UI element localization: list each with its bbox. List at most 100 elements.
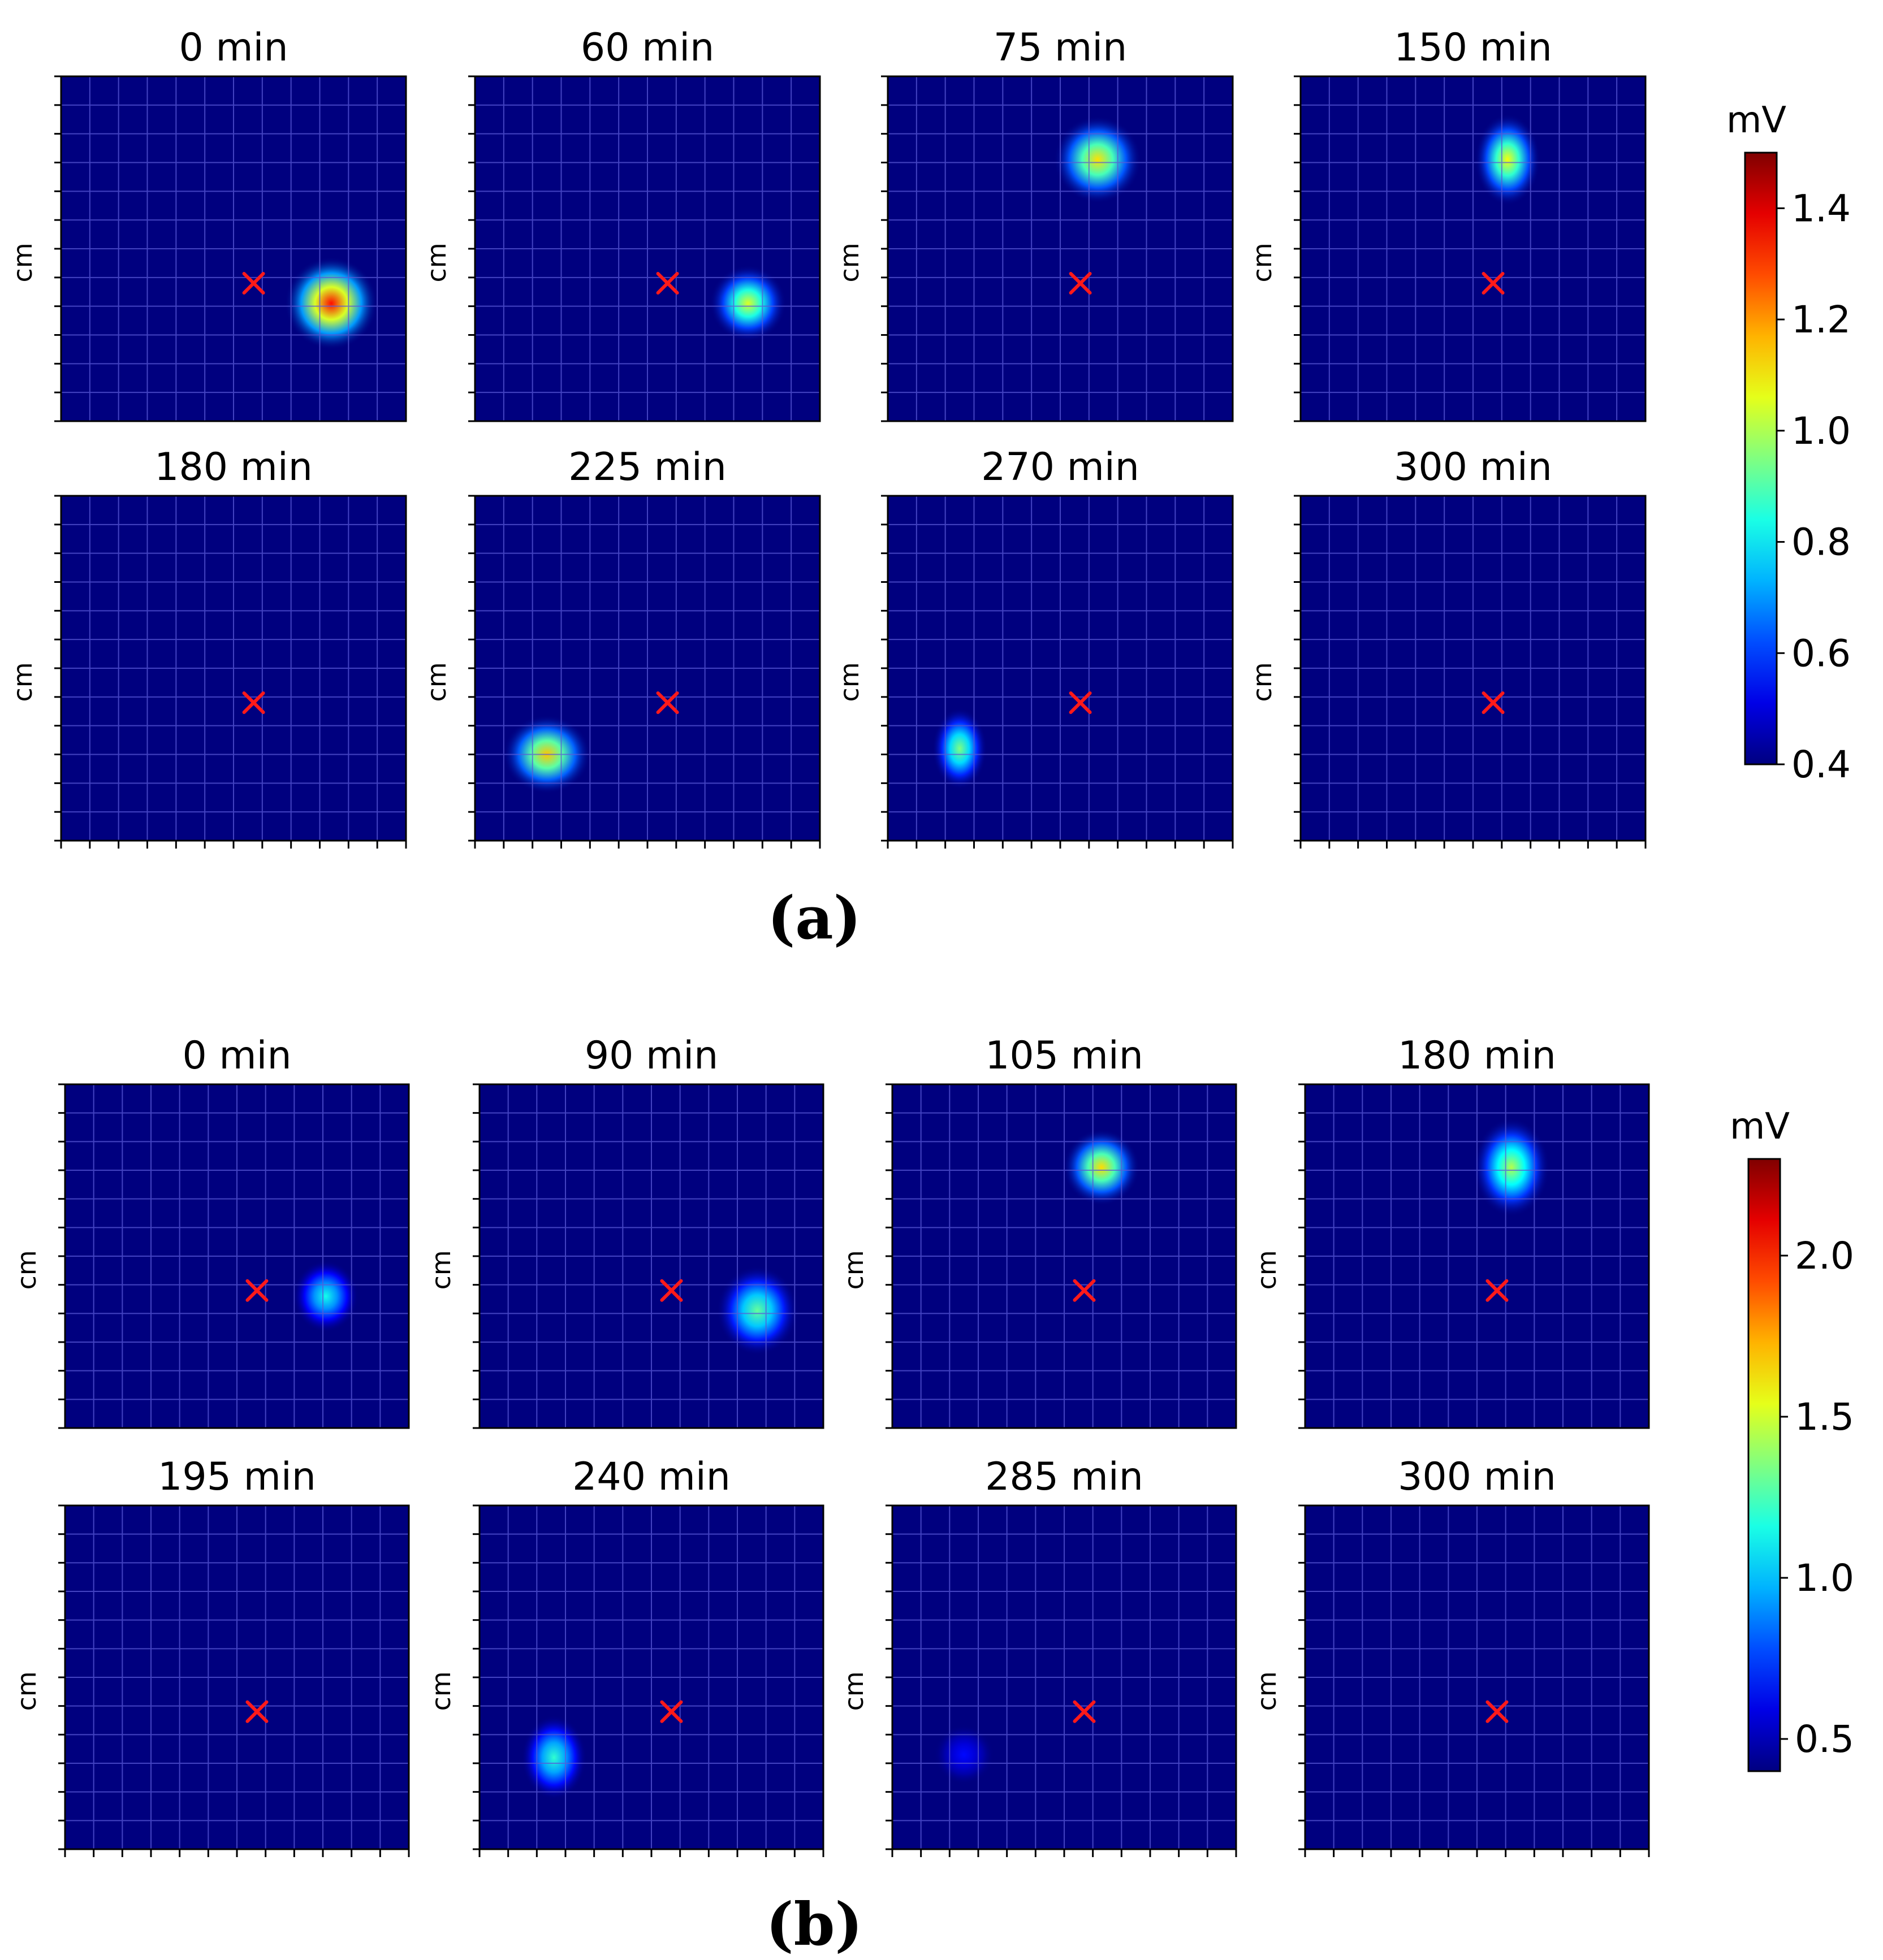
panel-a-4-ylabel: cm: [7, 662, 38, 702]
panel-b-4-title: 195 min: [158, 1455, 316, 1499]
panel-a-1-title: 60 min: [581, 25, 714, 70]
panel-b-0-ylabel: cm: [11, 1250, 42, 1290]
panel-a-1-marker: [656, 272, 679, 295]
panel-b-6-hotspot: [934, 1724, 994, 1785]
panel-a-2-grid: [888, 76, 1233, 421]
panel-b-0-grid: [65, 1084, 409, 1428]
panel-b-2-hotspot: [1063, 1129, 1140, 1206]
panel-b-6-ylabel: cm: [839, 1671, 869, 1711]
panel-b-2: 105 min cm: [839, 1033, 1237, 1429]
panel-a-3-title: 150 min: [1394, 25, 1552, 70]
panel-a-7: 300 min cm: [1247, 445, 1647, 849]
panel-a-0: 0 min cm: [7, 25, 407, 422]
colorbar-b-tick-label: 2.0: [1795, 1234, 1854, 1278]
panel-b-1: 90 min cm: [426, 1033, 824, 1429]
colorbar-a-unit: mV: [1726, 99, 1786, 141]
panel-b-5-marker: [660, 1700, 683, 1723]
panel-b-5-grid: [480, 1505, 823, 1849]
panel-a-3: 150 min cm: [1247, 25, 1647, 422]
panel-b-3-ticks: [1298, 1083, 1305, 1429]
panel-a-2-hotspot: [1053, 116, 1142, 204]
panel-a-2-ylabel: cm: [834, 243, 865, 282]
subfigure-label-a: (a): [767, 883, 861, 953]
panel-b-4-ylabel: cm: [11, 1671, 42, 1711]
panel-b-6-marker: [1073, 1700, 1096, 1723]
panel-a-7-grid: [1301, 496, 1646, 841]
panel-a-1-hotspot: [710, 265, 787, 342]
panel-b-1-title: 90 min: [585, 1033, 718, 1078]
panel-a-0-title: 0 min: [179, 25, 288, 70]
panel-b-0-ticks: [58, 1083, 65, 1429]
panel-b-7-title: 300 min: [1398, 1455, 1556, 1499]
panel-b-6: 285 min cm: [839, 1455, 1237, 1857]
panel-b-4-grid: [65, 1505, 409, 1849]
panel-a-5-title: 225 min: [568, 445, 727, 490]
colorbar-a-bar: [1744, 152, 1778, 765]
panel-b-1-ticks: [473, 1083, 480, 1429]
panel-a-3-grid: [1301, 76, 1646, 421]
colorbar-b-tick-label: 1.0: [1795, 1556, 1854, 1600]
panel-a-0-marker: [242, 272, 265, 295]
panel-b-7-marker: [1485, 1700, 1509, 1723]
panel-b-5: 240 min cm: [426, 1455, 824, 1857]
colorbar-a-tick-label: 0.4: [1791, 743, 1851, 786]
panel-a-6-title: 270 min: [981, 445, 1139, 490]
panel-b-4-marker: [245, 1700, 269, 1723]
colorbar-b-tick-label: 1.5: [1795, 1395, 1854, 1439]
colorbar-b-tick-label: 0.5: [1795, 1717, 1854, 1761]
colorbar-b: mV 0.5 1.0 1.5 2.0: [1730, 1106, 1854, 1772]
panel-b-2-ticks: [886, 1083, 892, 1429]
panel-b-6-ticks: [886, 1504, 1237, 1857]
panel-a-6-ticks: [881, 495, 1234, 849]
panel-a-2: 75 min cm: [834, 25, 1234, 422]
panel-a-2-ticks: [881, 75, 888, 422]
panel-b-7: 300 min cm: [1251, 1455, 1650, 1857]
panel-b-1-grid: [480, 1084, 823, 1428]
panel-a-0-grid: [61, 76, 406, 421]
panel-a-1: 60 min cm: [421, 25, 821, 422]
panel-a-5-grid: [475, 496, 820, 841]
panel-a-7-title: 300 min: [1394, 445, 1552, 490]
panel-a-6: 270 min cm: [834, 445, 1234, 849]
panel-a-3-ylabel: cm: [1247, 243, 1277, 282]
panel-b-2-title: 105 min: [985, 1033, 1143, 1078]
panel-b-6-grid: [892, 1505, 1236, 1849]
panel-b-3: 180 min cm: [1251, 1033, 1650, 1429]
panel-a-6-ylabel: cm: [834, 662, 865, 702]
panel-a-4-title: 180 min: [154, 445, 313, 490]
panel-b-7-ylabel: cm: [1251, 1671, 1282, 1711]
panel-a-7-ylabel: cm: [1247, 662, 1277, 702]
panel-a-1-ylabel: cm: [421, 243, 452, 282]
panel-b-4-ticks: [58, 1504, 410, 1857]
colorbar-a-tick-label: 1.2: [1791, 298, 1851, 341]
panel-a-6-marker: [1069, 691, 1092, 714]
panel-b-2-grid: [892, 1084, 1236, 1428]
panel-a-4: 180 min cm: [7, 445, 407, 849]
panel-b-2-marker: [1073, 1279, 1096, 1302]
panel-b-3-grid: [1305, 1084, 1649, 1428]
panel-b-0-title: 0 min: [182, 1033, 291, 1078]
panel-a-6-grid: [888, 496, 1233, 841]
panel-b-6-title: 285 min: [985, 1455, 1143, 1499]
colorbar-a-tick-label: 1.4: [1791, 187, 1851, 230]
panel-a-3-marker: [1482, 272, 1505, 295]
panel-a-7-marker: [1482, 691, 1505, 714]
panel-b-3-ylabel: cm: [1251, 1250, 1282, 1290]
colorbar-a-tick-label: 1.0: [1791, 409, 1851, 453]
panel-a-5: 225 min cm: [421, 445, 821, 849]
figure-a: 0 min cm 60 min cm 75 min cm 150 min cm 180 min c…: [7, 25, 1851, 849]
panel-b-5-ylabel: cm: [426, 1671, 456, 1711]
panel-b-5-ticks: [473, 1504, 824, 1857]
panel-b-7-ticks: [1298, 1504, 1650, 1857]
panel-a-0-hotspot: [284, 257, 378, 350]
panel-a-0-ylabel: cm: [7, 243, 38, 282]
panel-a-5-ticks: [468, 495, 821, 849]
panel-a-4-grid: [61, 496, 406, 841]
panel-b-1-marker: [660, 1279, 683, 1302]
panel-b-5-hotspot: [521, 1715, 587, 1800]
subfigure-label-b: (b): [766, 1889, 862, 1959]
panel-a-2-marker: [1069, 272, 1092, 295]
panel-a-3-ticks: [1294, 75, 1301, 422]
